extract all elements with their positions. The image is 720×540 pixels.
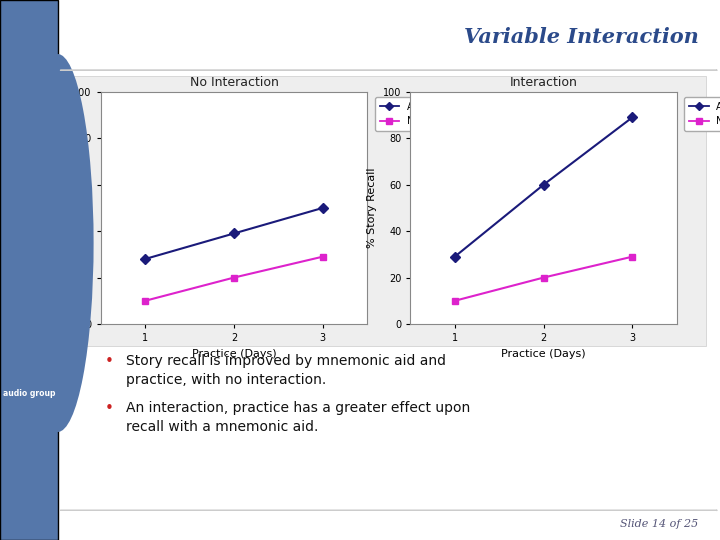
Text: practice, with no interaction.: practice, with no interaction.	[126, 373, 326, 387]
Text: Slide 14 of 25: Slide 14 of 25	[620, 519, 698, 529]
X-axis label: Practice (Days): Practice (Days)	[192, 349, 276, 359]
Text: recall with a mnemonic aid.: recall with a mnemonic aid.	[126, 420, 318, 434]
Y-axis label: % Story Recall: % Story Recall	[367, 167, 377, 248]
Text: Story recall is improved by mnemonic aid and: Story recall is improved by mnemonic aid…	[126, 354, 446, 368]
Text: •: •	[104, 354, 113, 369]
X-axis label: Practice (Days): Practice (Days)	[501, 349, 586, 359]
Title: Interaction: Interaction	[510, 76, 577, 89]
Legend: Aid, No Aid: Aid, No Aid	[684, 97, 720, 131]
Text: •: •	[104, 401, 113, 416]
Title: No Interaction: No Interaction	[189, 76, 279, 89]
Text: Variable Interaction: Variable Interaction	[464, 27, 698, 47]
Legend: Aid, No Aid: Aid, No Aid	[374, 97, 444, 131]
Text: An interaction, practice has a greater effect upon: An interaction, practice has a greater e…	[126, 401, 470, 415]
Y-axis label: % Story Recall: % Story Recall	[58, 167, 68, 248]
Text: audio group: audio group	[3, 389, 55, 398]
